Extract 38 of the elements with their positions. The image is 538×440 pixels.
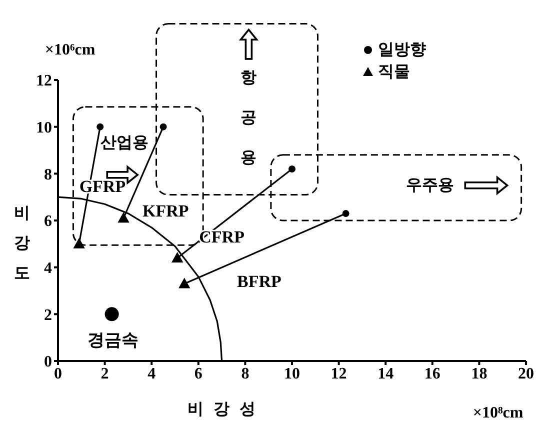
point bbox=[104, 307, 119, 322]
legend-label: 일방향 bbox=[378, 42, 426, 58]
series-label: BFRP bbox=[237, 272, 282, 291]
x-tick-label: 4 bbox=[148, 365, 156, 382]
point bbox=[288, 165, 296, 172]
x-tick-label: 12 bbox=[330, 365, 347, 382]
x-tick-label: 18 bbox=[471, 365, 488, 382]
legend-label: 직물 bbox=[378, 64, 410, 80]
y-tick-label: 12 bbox=[36, 72, 52, 90]
y-tick-label: 6 bbox=[44, 213, 52, 230]
y-tick-label: 8 bbox=[44, 166, 52, 184]
x-axis-title: 비강성 bbox=[187, 401, 266, 418]
x-tick-label: 8 bbox=[241, 365, 250, 382]
x-tick-label: 14 bbox=[378, 365, 394, 382]
point bbox=[74, 238, 85, 248]
point bbox=[160, 123, 167, 130]
annotation: 우주용 bbox=[406, 176, 454, 194]
point bbox=[172, 252, 183, 262]
x-tick-label: 10 bbox=[284, 365, 300, 382]
text: ×10⁸cm bbox=[472, 404, 524, 422]
x-tick-label: 16 bbox=[424, 365, 440, 382]
y-tick-label: 4 bbox=[44, 260, 52, 278]
text: 항공용 bbox=[240, 69, 257, 166]
series-label: 경금속 bbox=[87, 330, 138, 350]
point bbox=[342, 210, 350, 217]
series-label: KFRP bbox=[142, 202, 189, 221]
y-tick-label: 10 bbox=[36, 120, 52, 137]
x-tick-label: 6 bbox=[194, 365, 202, 382]
annotation: 산업용 bbox=[100, 134, 149, 152]
point bbox=[118, 212, 130, 223]
x-tick-label: 20 bbox=[518, 365, 534, 382]
x-tick-label: 2 bbox=[100, 365, 109, 382]
y-tick-label: 0 bbox=[44, 354, 52, 371]
point bbox=[178, 278, 190, 288]
y-axis-title: 비강도 bbox=[14, 205, 30, 282]
point bbox=[96, 123, 104, 130]
y-tick-label: 2 bbox=[44, 306, 52, 324]
text: ×10⁶cm bbox=[44, 42, 96, 58]
